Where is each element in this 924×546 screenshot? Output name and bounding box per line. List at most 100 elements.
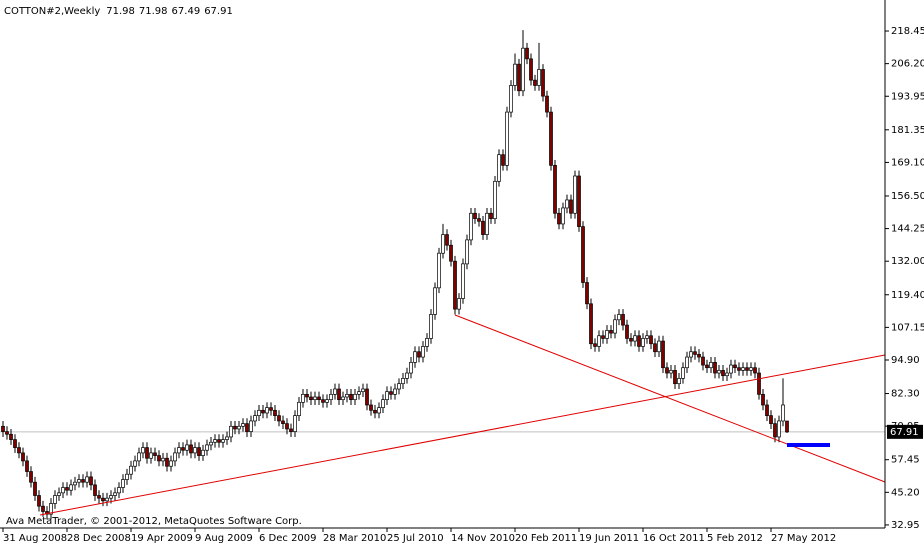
candle-body [565,199,569,209]
candle-body [409,362,413,374]
candle-body [161,457,165,462]
candle-body [493,180,497,219]
y-tick-label: 32.95 [891,520,920,531]
candle-body [613,319,617,334]
candle-body [389,391,393,395]
plot [0,30,885,520]
candle-body [477,218,481,222]
candle-body [89,476,93,486]
candle-body [269,407,273,411]
candle-body [229,425,233,438]
candle-body [133,460,137,467]
candle-body [69,484,73,491]
y-tick-label: 132.00 [891,256,924,267]
candle-body [509,85,513,113]
candle-body [649,335,653,345]
candle-body [57,492,61,496]
candle-body [33,481,37,496]
candle-body [425,338,429,347]
watermark: Ava MetaTrader, © 2001-2012, MetaQuotes … [6,516,302,527]
candle-body [573,175,577,214]
candle-body [765,404,769,416]
candle-body [517,63,521,92]
candle-body [77,479,81,483]
candle-body [145,447,149,459]
candle-body [217,439,221,443]
candle-body [201,449,205,456]
candle-body [769,415,773,424]
candle-body [545,95,549,113]
candle-body [73,481,77,486]
candle-body [329,393,333,401]
y-tick-label: 94.90 [891,355,920,366]
candle-body [717,370,721,374]
candle-body [237,425,241,430]
candle-body [5,431,9,435]
candle-body [13,439,17,448]
candle-body [745,367,749,371]
y-tick-label: 45.20 [891,487,920,498]
candle-body [645,335,649,339]
candle-body [277,415,281,422]
x-tick-label: 28 Mar 2010 [323,533,386,544]
candle-body [297,401,301,416]
candle-body [537,69,541,86]
candle-body [169,460,173,467]
candle-body [361,388,365,393]
candle-body [569,199,573,214]
candle-body [221,439,225,443]
candle-body [369,404,373,411]
candle-body [377,407,381,414]
candle-body [153,452,157,456]
candle-body [289,428,293,432]
candle-body [629,338,633,342]
x-tick-label: 20 Feb 2011 [515,533,577,544]
candle-body [105,497,109,502]
price-label-box [887,424,923,439]
candle-body [121,479,125,488]
candle-body [513,63,517,86]
candle-body [481,220,485,235]
candle-body [457,298,461,310]
candle-body [601,335,605,339]
candle-body [733,364,737,369]
candle-body [577,175,581,227]
x-tick-label: 19 Jun 2011 [579,533,639,544]
candle-body [657,340,661,353]
candle-body [421,346,425,358]
candle-body [665,367,669,374]
candle-body [65,487,69,491]
candle-body [157,455,161,462]
candle-body [497,154,501,182]
candle-body [125,473,129,480]
y-tick-label: 156.50 [891,191,924,202]
candle-body [541,69,545,97]
candle-body [273,409,277,416]
candle-body [661,340,665,369]
candle-body [41,505,45,512]
candle-body [437,252,441,289]
candle-body [129,465,133,475]
x-tick-label: 27 May 2012 [771,533,836,544]
candle-body [593,343,597,347]
candle-body [165,457,169,467]
candle-body [721,370,725,377]
candle-body [521,47,525,92]
ohlc-high: 71.98 [139,6,168,17]
candle-body [449,244,453,262]
candle-body [117,487,121,494]
x-tick-label: 25 Jul 2010 [387,533,444,544]
candle-body [29,471,33,483]
candle-body [197,447,201,456]
candle-body [553,164,557,214]
candle-body [445,234,449,246]
candle-body [633,335,637,342]
candle-body [625,324,629,339]
candle-body [581,226,585,283]
candle-body [177,447,181,454]
candle-body [25,460,29,472]
x-tick-label: 14 Nov 2010 [451,533,515,544]
candle-body [557,212,561,225]
candle-body [381,399,385,408]
candle-body [149,452,153,459]
